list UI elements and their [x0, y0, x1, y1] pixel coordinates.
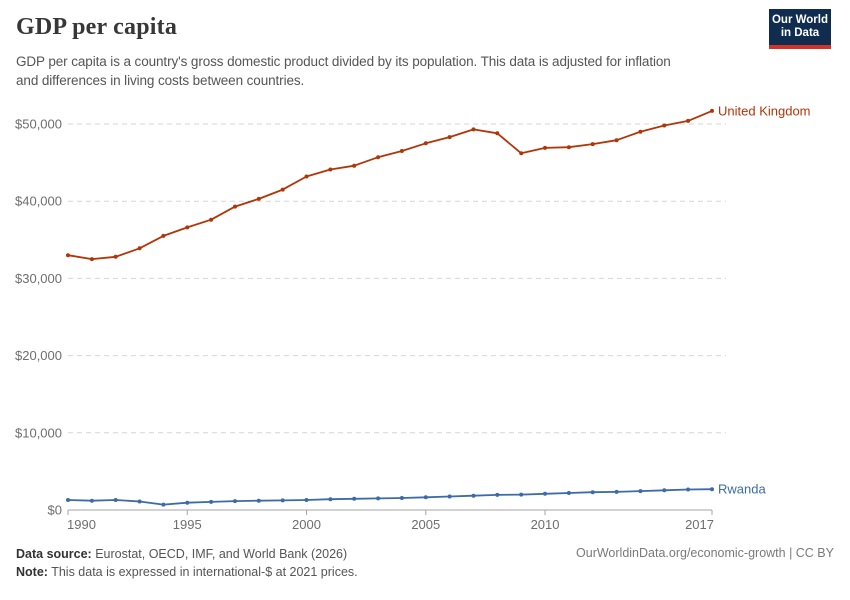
series-point-united-kingdom	[113, 254, 118, 259]
series-point-rwanda	[280, 498, 285, 503]
series-point-rwanda	[543, 491, 547, 496]
x-tick-label: 1995	[173, 517, 202, 532]
series-point-united-kingdom	[89, 257, 94, 262]
series-point-rwanda	[161, 502, 166, 507]
x-tick-label: 2010	[531, 517, 560, 532]
series-point-rwanda	[256, 498, 261, 503]
series-point-united-kingdom	[423, 141, 428, 146]
data-source-label: Data source:	[16, 547, 92, 561]
series-point-united-kingdom	[280, 187, 285, 192]
series-point-united-kingdom	[614, 138, 619, 143]
chart-svg[interactable]: $0 $10,000 $20,000 $30,000 $40,000 $50,000 199…	[0, 95, 850, 540]
series-point-rwanda	[304, 498, 309, 502]
owid-logo-line1: Our World	[771, 14, 828, 26]
series-point-rwanda	[519, 492, 524, 497]
subtitle-line2: and differences in living costs between …	[16, 73, 305, 88]
series-point-united-kingdom	[376, 155, 381, 160]
series-point-united-kingdom	[543, 145, 547, 150]
data-source-line: Data source: Eurostat, OECD, IMF, and Wo…	[16, 545, 358, 563]
series-point-united-kingdom	[710, 108, 714, 113]
series-point-united-kingdom	[66, 253, 70, 258]
series-point-rwanda	[686, 487, 691, 492]
series-point-united-kingdom	[495, 131, 500, 136]
series-point-rwanda	[566, 491, 571, 495]
series-point-rwanda	[614, 489, 619, 494]
series-point-rwanda	[89, 498, 94, 503]
series-point-rwanda	[423, 495, 428, 500]
series-point-united-kingdom	[185, 225, 190, 230]
y-tick-label: $50,000	[15, 117, 62, 132]
series-point-united-kingdom	[233, 204, 237, 209]
owid-logo[interactable]: Our World in Data	[769, 9, 831, 49]
series-point-united-kingdom	[662, 123, 667, 128]
data-source-text: Eurostat, OECD, IMF, and World Bank (202…	[91, 547, 348, 561]
series-point-rwanda	[638, 489, 643, 494]
series-point-rwanda	[471, 493, 476, 498]
series-label-united-kingdom[interactable]: United Kingdom	[718, 103, 811, 118]
series-point-rwanda	[590, 490, 595, 495]
series-line-united-kingdom[interactable]	[67, 110, 713, 261]
series-point-united-kingdom	[686, 118, 691, 123]
y-tick-label: $20,000	[15, 348, 62, 363]
page-title: GDP per capita	[16, 14, 178, 40]
series-point-united-kingdom	[590, 142, 595, 147]
series-point-rwanda	[662, 488, 667, 493]
series-point-rwanda	[209, 499, 214, 504]
footer-notes: Data source: Eurostat, OECD, IMF, and Wo…	[16, 545, 358, 581]
series-point-united-kingdom	[352, 163, 357, 168]
series-line-rwanda[interactable]	[67, 488, 713, 506]
series-point-rwanda	[352, 496, 357, 501]
note-label: Note:	[16, 565, 48, 579]
series-point-rwanda	[399, 496, 404, 500]
series-point-rwanda	[376, 496, 381, 501]
y-tick-label: $10,000	[15, 425, 62, 440]
series-point-united-kingdom	[399, 149, 404, 153]
series-point-rwanda	[113, 498, 118, 502]
owid-logo-line2: in Data	[780, 27, 820, 39]
x-tick-label: 2000	[292, 517, 321, 532]
series-label-rwanda[interactable]: Rwanda	[718, 482, 766, 497]
x-tick-label: 1990	[67, 517, 96, 532]
series-point-rwanda	[137, 499, 142, 504]
series-point-rwanda	[447, 494, 452, 499]
series-point-united-kingdom	[471, 127, 476, 132]
series-point-rwanda	[233, 499, 237, 504]
series-point-united-kingdom	[137, 246, 142, 251]
series-point-united-kingdom	[519, 151, 524, 156]
y-tick-label: $0	[48, 503, 62, 518]
series-point-united-kingdom	[566, 145, 571, 150]
y-tick-label: $30,000	[15, 271, 62, 286]
chart-subtitle: GDP per capita is a country's gross dome…	[16, 52, 671, 90]
series-point-rwanda	[710, 487, 714, 492]
citation-link[interactable]: OurWorldinData.org/economic-growth | CC …	[576, 546, 834, 560]
series-point-united-kingdom	[328, 167, 333, 172]
series-point-united-kingdom	[304, 174, 309, 179]
x-tick-label: 2005	[411, 517, 440, 532]
series-point-rwanda	[66, 498, 70, 502]
series-point-united-kingdom	[638, 129, 643, 134]
note-line: Note: This data is expressed in internat…	[16, 563, 358, 581]
series-point-rwanda	[495, 492, 500, 497]
note-text: This data is expressed in international-…	[47, 565, 358, 579]
series-point-rwanda	[185, 500, 190, 505]
y-tick-label: $40,000	[15, 194, 62, 209]
series-point-united-kingdom	[256, 196, 261, 201]
series-point-rwanda	[328, 497, 333, 502]
subtitle-line1: GDP per capita is a country's gross dome…	[16, 54, 671, 69]
series-point-united-kingdom	[447, 135, 452, 140]
x-tick-label: 2017	[685, 517, 714, 532]
series-point-united-kingdom	[209, 217, 214, 222]
series-point-united-kingdom	[161, 233, 166, 238]
